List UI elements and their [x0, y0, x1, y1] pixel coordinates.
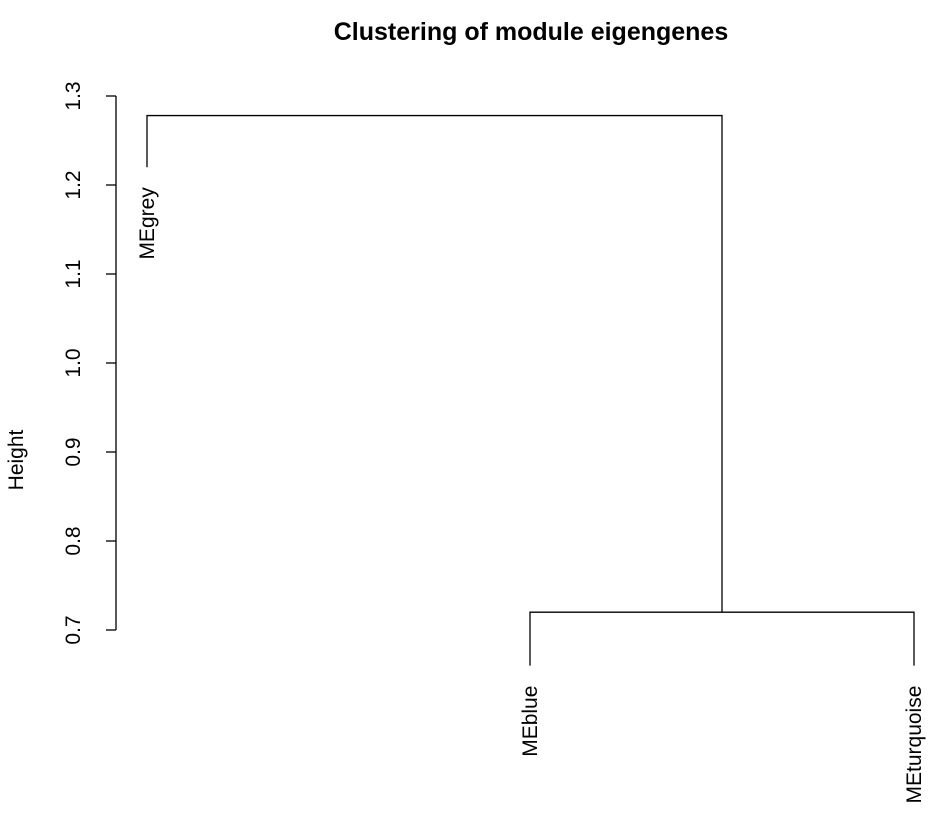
leaf-label-meturquoise: MEturquoise: [903, 686, 926, 804]
y-tick-label: 0.8: [62, 526, 85, 555]
y-tick-label: 1.0: [62, 348, 85, 377]
branch-megrey-cluster: [146, 114, 723, 613]
dendrogram-branches: [146, 114, 915, 666]
y-tick-label: 0.7: [62, 615, 85, 644]
chart-title: Clustering of module eigengenes: [334, 18, 729, 46]
y-tick-label: 0.9: [62, 437, 85, 466]
branch-meblue-meturquoise: [529, 611, 915, 666]
leaf-label-meblue: MEblue: [519, 686, 542, 757]
y-tick-label: 1.2: [62, 170, 85, 199]
y-tick-label: 1.1: [62, 259, 85, 288]
leaf-label-megrey: MEgrey: [136, 187, 159, 260]
y-tick-label: 1.3: [62, 81, 85, 110]
y-axis: 0.7 0.8 0.9 1.0 1.1 1.2 1.3: [62, 81, 117, 645]
y-axis-label: Height: [5, 429, 28, 490]
leaf-labels: MEgrey MEblue MEturquoise: [136, 187, 926, 804]
